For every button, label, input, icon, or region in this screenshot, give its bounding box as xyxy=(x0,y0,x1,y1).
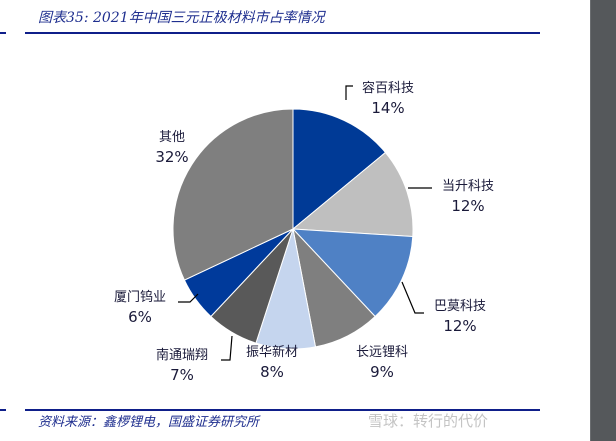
data-labels: 容百科技 14% 当升科技 12% 巴莫科技 12% 长远锂科 9% 振华新材 8% 南通瑞翔 7% 厦… xyxy=(114,80,494,384)
category-label: 振华新材 xyxy=(246,344,298,360)
category-label: 容百科技 xyxy=(362,80,414,96)
category-label: 当升科技 xyxy=(442,179,494,194)
pie-slices xyxy=(172,108,414,350)
percent-label: 9% xyxy=(370,363,394,381)
source-note: 资料来源：鑫椤锂电，国盛证券研究所 xyxy=(38,415,260,430)
percent-label: 6% xyxy=(128,308,152,326)
pie-slice xyxy=(291,228,414,318)
pie-chart: 容百科技 14% 当升科技 12% 巴莫科技 12% 长远锂科 9% 振华新材 8% 南通瑞翔 7% 厦… xyxy=(114,80,494,384)
title-rule xyxy=(25,32,540,34)
percent-label: 7% xyxy=(170,366,194,384)
percent-label: 8% xyxy=(260,363,284,381)
pie-slice xyxy=(291,151,414,238)
pie-slice xyxy=(292,108,387,231)
title-rule-left xyxy=(0,32,6,34)
scrollbar[interactable] xyxy=(590,0,616,441)
category-label: 巴莫科技 xyxy=(434,299,486,314)
percent-label: 12% xyxy=(451,197,484,215)
category-label: 厦门钨业 xyxy=(114,289,166,305)
percent-label: 12% xyxy=(443,317,476,335)
category-label: 南通瑞翔 xyxy=(156,347,208,363)
leader-lines xyxy=(178,85,432,361)
percent-label: 14% xyxy=(371,99,404,117)
source-rule-left xyxy=(0,409,6,411)
category-label: 其他 xyxy=(159,130,185,145)
percent-label: 32% xyxy=(155,148,188,166)
category-label: 长远锂科 xyxy=(356,345,408,360)
figure-title: 图表35: 2021年中国三元正极材料市占率情况 xyxy=(38,10,325,26)
pie-slice xyxy=(172,108,294,281)
source-rule xyxy=(25,409,540,411)
watermark: 雪球：转行的代价 xyxy=(368,412,489,430)
